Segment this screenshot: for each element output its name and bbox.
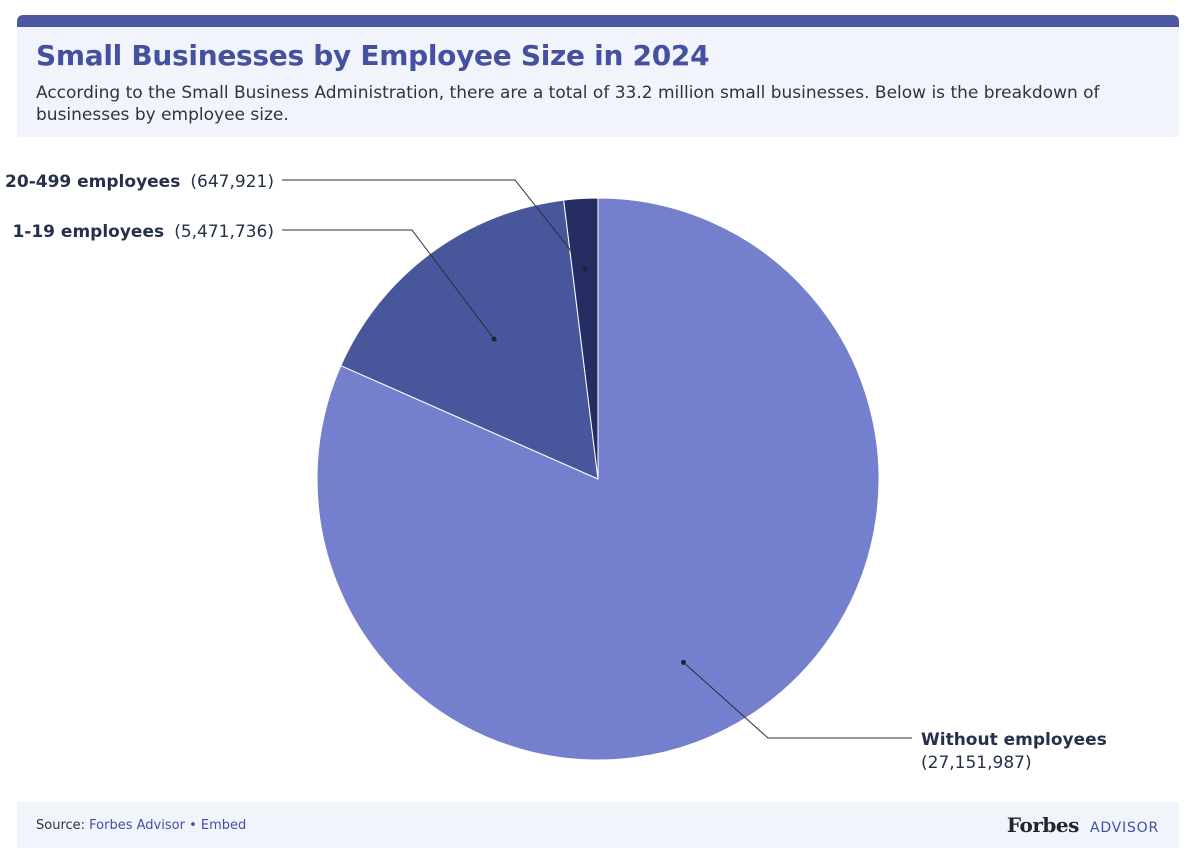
embed-link[interactable]: Embed	[200, 818, 247, 833]
slice-value-20-499: (647,921)	[190, 172, 274, 192]
leader-dot-without-employees	[681, 659, 687, 665]
slice-label-1-19: 1-19 employees (5,471,736)	[12, 222, 274, 242]
source-link[interactable]: Forbes Advisor	[89, 818, 185, 833]
leader-line-1-19	[282, 229, 495, 340]
chart-title: Small Businesses by Employee Size in 202…	[36, 39, 710, 72]
slice-name-without-employees: Without employees	[921, 730, 1107, 750]
slice-value-1-19: (5,471,736)	[174, 222, 274, 242]
leader-line-without-employees	[683, 661, 912, 739]
brand-forbes: Forbes	[1006, 813, 1079, 837]
slice-label-20-499: 20-499 employees (647,921)	[5, 172, 274, 192]
forbes-advisor-logo: Forbes ADVISOR	[1007, 813, 1159, 837]
source-separator: •	[189, 818, 197, 833]
slice-value-without-employees: (27,151,987)	[921, 753, 1032, 773]
chart-subtitle: According to the Small Business Administ…	[36, 83, 1100, 125]
slice-name-1-19: 1-19 employees	[12, 222, 164, 242]
pie-slice-1-19	[340, 199, 599, 480]
source-line: Source: Forbes Advisor • Embed	[36, 818, 246, 833]
pie-slice-20-499	[563, 197, 599, 480]
leader-line-20-499	[282, 179, 586, 269]
chart-footer: Source: Forbes Advisor • Embed Forbes AD…	[17, 802, 1179, 848]
chart-header: Small Businesses by Employee Size in 202…	[17, 27, 1179, 137]
slice-name-20-499: 20-499 employees	[5, 172, 180, 192]
leader-dot-1-19	[491, 336, 497, 342]
leader-dot-20-499	[582, 266, 588, 272]
source-prefix: Source:	[36, 818, 86, 833]
brand-advisor: ADVISOR	[1089, 820, 1159, 836]
top-accent-bar	[17, 15, 1179, 27]
